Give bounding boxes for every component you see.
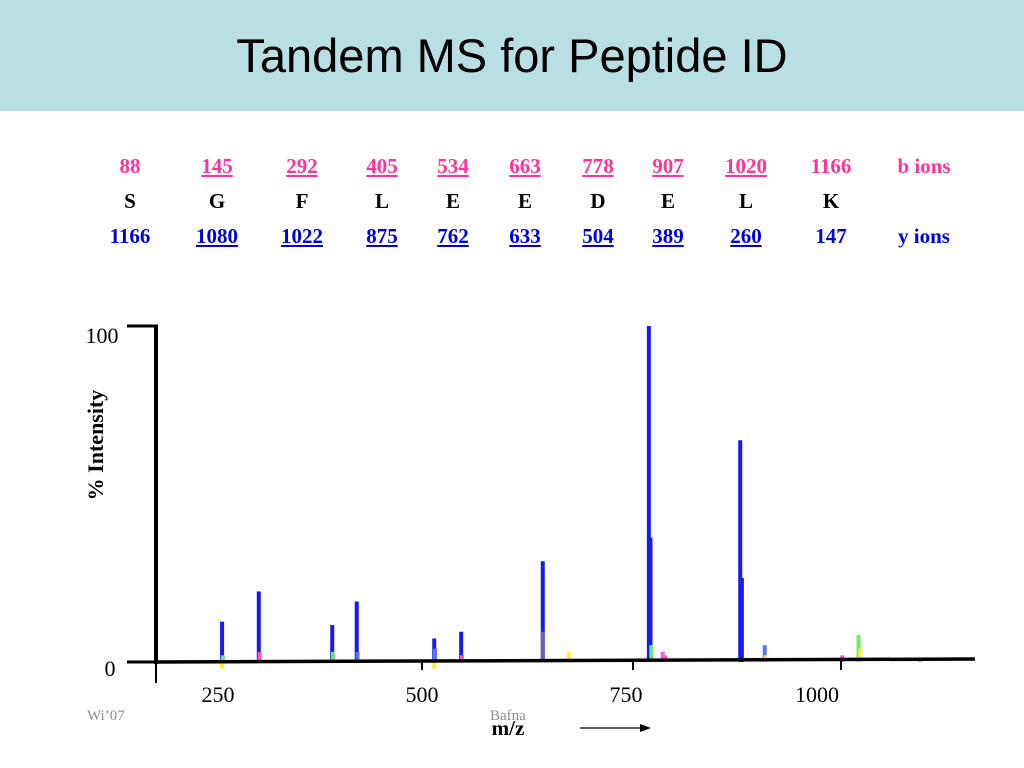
b-ions-label: b ions xyxy=(897,154,951,178)
slide-title: Tandem MS for Peptide ID xyxy=(236,29,788,82)
spectrum-peak xyxy=(355,651,360,662)
spectrum-peak xyxy=(540,631,545,662)
y-tick-label: 100 xyxy=(86,323,119,348)
arrow-right-icon xyxy=(640,724,651,732)
spectrum-peak xyxy=(220,655,225,662)
footer-left: Wi’07 xyxy=(87,708,125,724)
b-ion-value: 88 xyxy=(119,154,141,178)
x-tick-label: 500 xyxy=(406,682,439,707)
spectrum-peak xyxy=(646,326,651,662)
residue-letter: D xyxy=(590,189,606,213)
spectrum-peak xyxy=(660,651,665,662)
x-tick-label: 250 xyxy=(202,682,235,707)
spectrum-peak xyxy=(256,591,261,662)
y-ion-value: 1022 xyxy=(281,224,323,248)
residue-letter: L xyxy=(738,189,754,213)
x-axis-line xyxy=(155,657,976,664)
x-tick-label: 750 xyxy=(610,682,643,707)
spectrum-peak xyxy=(433,648,438,662)
spectrum-peak xyxy=(739,578,744,662)
b-ion-value: 145 xyxy=(201,154,233,178)
spectrum-peak xyxy=(648,537,653,662)
spectrum-peak xyxy=(649,645,654,662)
y-ion-value: 633 xyxy=(509,224,541,248)
spectrum-peak xyxy=(858,648,863,662)
y-tick-label: 0 xyxy=(105,656,116,681)
b-ion-value: 1020 xyxy=(725,154,767,178)
b-ion-value: 405 xyxy=(366,154,398,178)
residue-letter: E xyxy=(517,189,533,213)
residue-letter: E xyxy=(660,189,676,213)
title-band xyxy=(0,0,1024,111)
spectrum-peak xyxy=(459,631,464,662)
spectrum-peak xyxy=(432,662,437,669)
y-axis-label: % Intensity xyxy=(83,390,108,501)
y-ions-label: y ions xyxy=(898,224,950,248)
x-tick-label: 1000 xyxy=(795,682,839,707)
footer-center: Bafna xyxy=(490,708,526,724)
residue-letter: G xyxy=(208,189,226,213)
b-ion-value: 778 xyxy=(582,154,614,178)
spectrum-peak xyxy=(331,651,336,662)
spectrum-peak xyxy=(459,655,464,662)
y-ion-value: 504 xyxy=(582,224,614,248)
y-ion-value: 1166 xyxy=(109,224,151,248)
b-ion-value: 663 xyxy=(509,154,541,178)
spectrum-peak xyxy=(762,645,767,662)
spectrum-peak xyxy=(540,561,545,662)
spectrum-peak xyxy=(220,621,225,662)
residue-letter: E xyxy=(445,189,461,213)
residue-letter: S xyxy=(124,189,136,213)
spectrum-peak xyxy=(566,651,571,662)
spectrum-peak xyxy=(257,651,262,662)
y-ion-value: 875 xyxy=(366,224,398,248)
y-ion-value: 389 xyxy=(652,224,684,248)
x-axis-label: m/z xyxy=(492,716,525,740)
b-ion-value: 907 xyxy=(652,154,684,178)
b-ion-value: 292 xyxy=(286,154,318,178)
residue-letter: F xyxy=(295,189,309,213)
spectrum-peak xyxy=(354,601,359,662)
spectrum-peak xyxy=(738,440,743,662)
y-ion-value: 260 xyxy=(730,224,762,248)
b-ion-value: 534 xyxy=(437,154,469,178)
residue-letter: K xyxy=(822,189,840,213)
y-ion-value: 1080 xyxy=(196,224,238,248)
residue-letter: L xyxy=(374,189,390,213)
spectrum-peak xyxy=(220,662,225,669)
spectrum-peak xyxy=(330,625,335,662)
b-ion-value: 1166 xyxy=(810,154,852,178)
y-ion-value: 762 xyxy=(437,224,469,248)
y-ion-value: 147 xyxy=(815,224,847,248)
